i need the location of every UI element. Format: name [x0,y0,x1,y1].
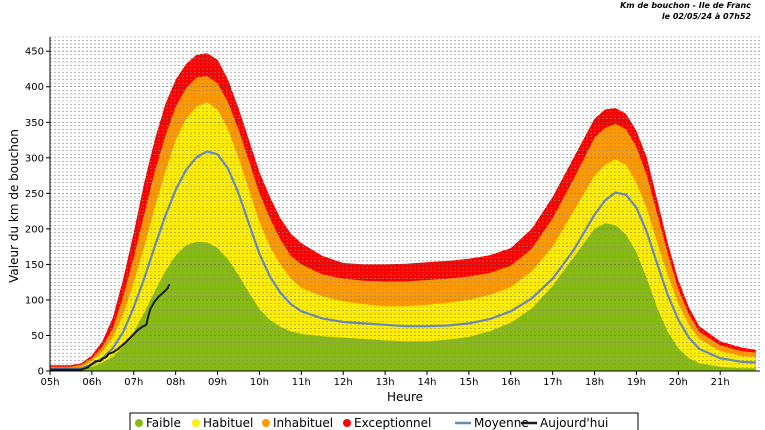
x-tick-label: 07h [124,377,143,388]
legend: Faible Habituel Inhabituel Exceptionnel Moye… [129,412,639,430]
legend-label: Exceptionnel [354,416,431,430]
x-tick-label: 14h [417,377,436,388]
legend-item-faible: Faible [135,416,181,430]
legend-swatch [262,419,270,427]
x-tick-label: 12h [334,377,353,388]
x-tick-label: 09h [208,377,227,388]
plot-area [49,36,760,372]
legend-item-inhabituel: Inhabituel [262,416,333,430]
x-tick-label: 15h [459,377,478,388]
x-tick-label: 13h [376,377,395,388]
x-tick-label: 06h [82,377,101,388]
x-axis-ticks: 05h 06h 07h 08h 09h 10h 11h 12h 13h 14h 15h 16h 17h 1… [40,371,730,388]
legend-label: Habituel [203,416,253,430]
line-aujourdhui [50,283,171,371]
chart-title: Km de bouchon - Ile de Franc [620,1,751,10]
y-tick-label: 50 [31,331,44,342]
x-tick-label: 17h [543,377,562,388]
legend-label: Aujourd'hui [540,416,608,430]
y-tick-label: 300 [25,153,44,164]
y-tick-label: 400 [25,82,44,93]
x-tick-label: 18h [585,377,604,388]
legend-label: Inhabituel [273,416,333,430]
y-tick-label: 100 [25,295,44,306]
x-tick-label: 21h [711,377,730,388]
y-axis-ticks: 0 50 100 150 200 250 300 350 400 450 [25,47,50,378]
legend-item-exceptionnel: Exceptionnel [343,416,431,430]
x-tick-label: 20h [669,377,688,388]
y-tick-label: 150 [25,260,44,271]
legend-item-aujourdhui: Aujourd'hui [521,416,608,430]
x-axis-label: Heure [387,390,423,404]
x-tick-label: 10h [250,377,269,388]
y-tick-label: 250 [25,189,44,200]
legend-swatch [135,419,143,427]
x-tick-label: 19h [627,377,646,388]
legend-label: Moyenne [474,416,529,430]
legend-item-habituel: Habituel [192,416,253,430]
legend-item-moyenne: Moyenne [455,416,529,430]
y-tick-label: 200 [25,224,44,235]
x-tick-label: 16h [501,377,520,388]
y-axis-label: Valeur du km de bouchon [7,129,21,283]
x-tick-label: 08h [166,377,185,388]
y-tick-label: 450 [25,47,44,58]
line-moyenne [50,150,756,370]
x-tick-label: 05h [40,377,59,388]
y-tick-label: 0 [38,367,44,378]
legend-label: Faible [146,416,181,430]
area-faible [50,223,756,371]
y-tick-label: 350 [25,118,44,129]
legend-swatch [192,419,200,427]
chart-subtitle: le 02/05/24 à 07h52 [662,12,752,21]
x-tick-label: 11h [292,377,311,388]
legend-swatch [343,419,351,427]
